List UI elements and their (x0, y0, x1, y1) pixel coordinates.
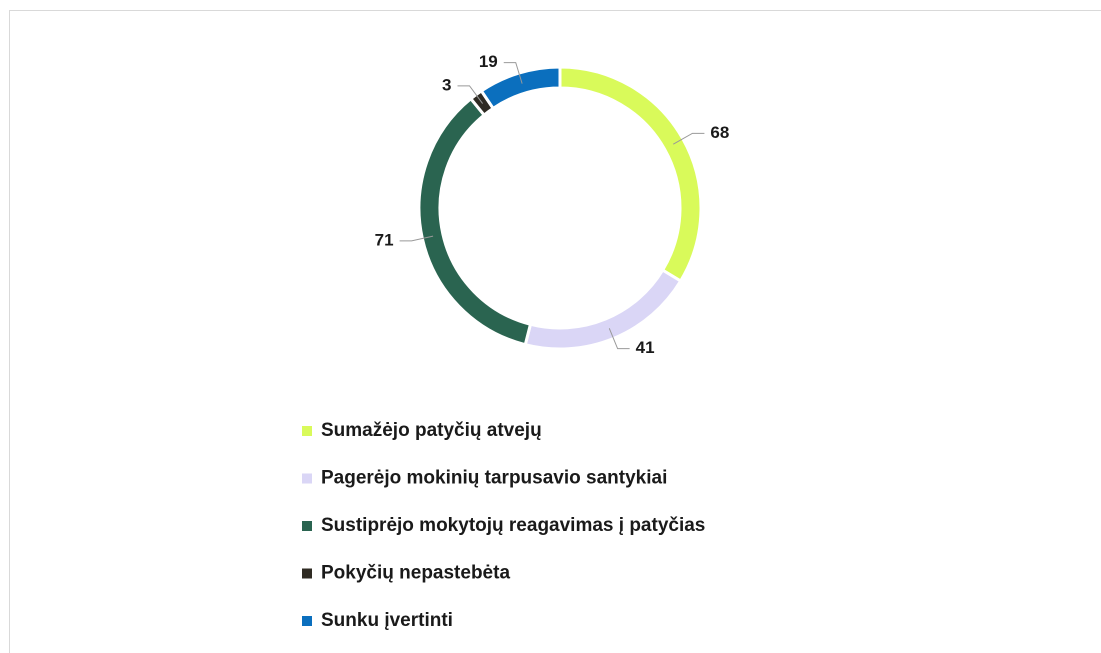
legend-swatch (302, 426, 312, 436)
legend-label: Sumažėjo patyčių atvejų (321, 420, 542, 441)
data-label: 41 (636, 338, 655, 357)
legend-label: Pagerėjo mokinių tarpusavio santykiai (321, 468, 667, 489)
legend-label: Sustiprėjo mokytojų reagavimas į patyčia… (321, 515, 705, 536)
data-label: 68 (710, 123, 729, 142)
legend-swatch (302, 521, 312, 531)
leader-line (399, 235, 434, 242)
chart-frame (9, 10, 1101, 653)
legend-label: Pokyčių nepastebėta (321, 563, 510, 584)
data-label: 3 (442, 75, 451, 94)
donut-slice (417, 96, 533, 347)
donut-slice (558, 65, 703, 284)
legend-label: Sunku įvertinti (321, 610, 453, 631)
leader-line (608, 328, 630, 350)
data-label: 71 (375, 230, 394, 249)
data-label: 19 (479, 52, 498, 71)
leader-line (457, 85, 484, 104)
legend-swatch (302, 473, 312, 484)
legend-swatch (302, 616, 312, 626)
donut-slice (479, 65, 562, 111)
donut-slice (523, 268, 683, 351)
leader-line (503, 62, 523, 84)
legend-swatch (302, 568, 312, 579)
leader-line (673, 132, 705, 145)
